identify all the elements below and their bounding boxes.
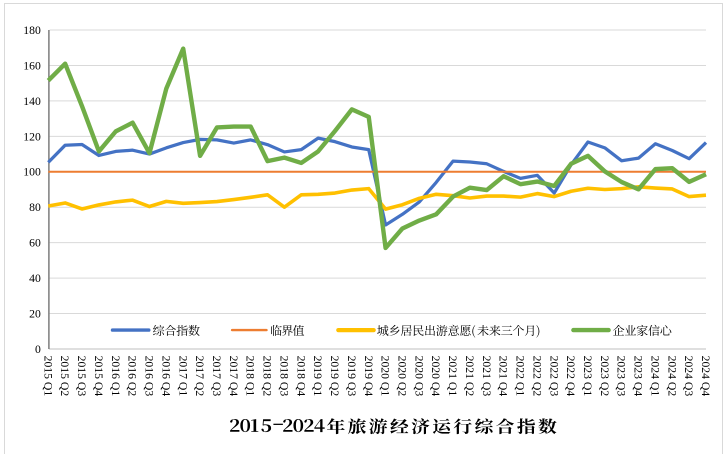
svg-text:160: 160 bbox=[23, 59, 41, 72]
svg-text:2017 Q3: 2017 Q3 bbox=[210, 356, 223, 397]
svg-text:2017 Q1: 2017 Q1 bbox=[176, 356, 189, 397]
svg-text:2018 Q2: 2018 Q2 bbox=[261, 356, 274, 397]
svg-text:120: 120 bbox=[23, 130, 41, 143]
svg-text:2016 Q4: 2016 Q4 bbox=[159, 356, 172, 397]
svg-text:180: 180 bbox=[23, 24, 41, 37]
svg-text:2024 Q3: 2024 Q3 bbox=[682, 356, 695, 397]
svg-text:2023 Q3: 2023 Q3 bbox=[615, 356, 628, 397]
svg-text:2019 Q1: 2019 Q1 bbox=[311, 356, 324, 397]
svg-text:80: 80 bbox=[29, 201, 41, 214]
svg-text:2021 Q2: 2021 Q2 bbox=[463, 356, 476, 397]
svg-text:2018 Q1: 2018 Q1 bbox=[244, 356, 257, 397]
svg-text:20: 20 bbox=[29, 308, 41, 321]
svg-text:2019 Q2: 2019 Q2 bbox=[328, 356, 341, 397]
svg-text:2016 Q2: 2016 Q2 bbox=[126, 356, 139, 397]
svg-text:2020 Q2: 2020 Q2 bbox=[396, 356, 409, 397]
svg-text:2023 Q1: 2023 Q1 bbox=[581, 356, 594, 397]
svg-text:2022 Q1: 2022 Q1 bbox=[514, 356, 527, 397]
svg-text:2022 Q3: 2022 Q3 bbox=[547, 356, 560, 397]
svg-text:40: 40 bbox=[29, 272, 41, 285]
svg-text:2020 Q3: 2020 Q3 bbox=[412, 356, 425, 397]
svg-text:60: 60 bbox=[29, 237, 41, 250]
svg-text:2016 Q3: 2016 Q3 bbox=[143, 356, 156, 397]
svg-text:2015 Q3: 2015 Q3 bbox=[75, 356, 88, 397]
svg-text:2017 Q4: 2017 Q4 bbox=[227, 356, 240, 397]
svg-text:2022 Q2: 2022 Q2 bbox=[530, 356, 543, 397]
svg-text:2016 Q1: 2016 Q1 bbox=[109, 356, 122, 397]
svg-text:2021 Q3: 2021 Q3 bbox=[480, 356, 493, 397]
svg-text:2019 Q3: 2019 Q3 bbox=[345, 356, 358, 397]
svg-text:140: 140 bbox=[23, 95, 41, 108]
svg-text:2023 Q2: 2023 Q2 bbox=[598, 356, 611, 397]
svg-text:2022 Q4: 2022 Q4 bbox=[564, 356, 577, 397]
svg-text:2021 Q4: 2021 Q4 bbox=[497, 356, 510, 397]
svg-text:0: 0 bbox=[35, 343, 41, 356]
svg-text:2024 Q4: 2024 Q4 bbox=[699, 356, 712, 397]
svg-text:2017 Q2: 2017 Q2 bbox=[193, 356, 206, 397]
svg-text:2020 Q1: 2020 Q1 bbox=[379, 356, 392, 397]
svg-text:2020 Q4: 2020 Q4 bbox=[429, 356, 442, 397]
svg-text:2019 Q4: 2019 Q4 bbox=[362, 356, 375, 397]
svg-text:2015 Q4: 2015 Q4 bbox=[92, 356, 105, 397]
svg-text:2024 Q2: 2024 Q2 bbox=[665, 356, 678, 397]
svg-text:2015 Q2: 2015 Q2 bbox=[58, 356, 71, 397]
svg-text:2018 Q3: 2018 Q3 bbox=[277, 356, 290, 397]
svg-text:2024 Q1: 2024 Q1 bbox=[648, 356, 661, 397]
svg-text:2021 Q1: 2021 Q1 bbox=[446, 356, 459, 397]
svg-text:2018 Q4: 2018 Q4 bbox=[294, 356, 307, 397]
svg-text:2015 Q1: 2015 Q1 bbox=[41, 356, 54, 397]
svg-text:100: 100 bbox=[23, 166, 41, 179]
svg-text:2023 Q4: 2023 Q4 bbox=[632, 356, 645, 397]
